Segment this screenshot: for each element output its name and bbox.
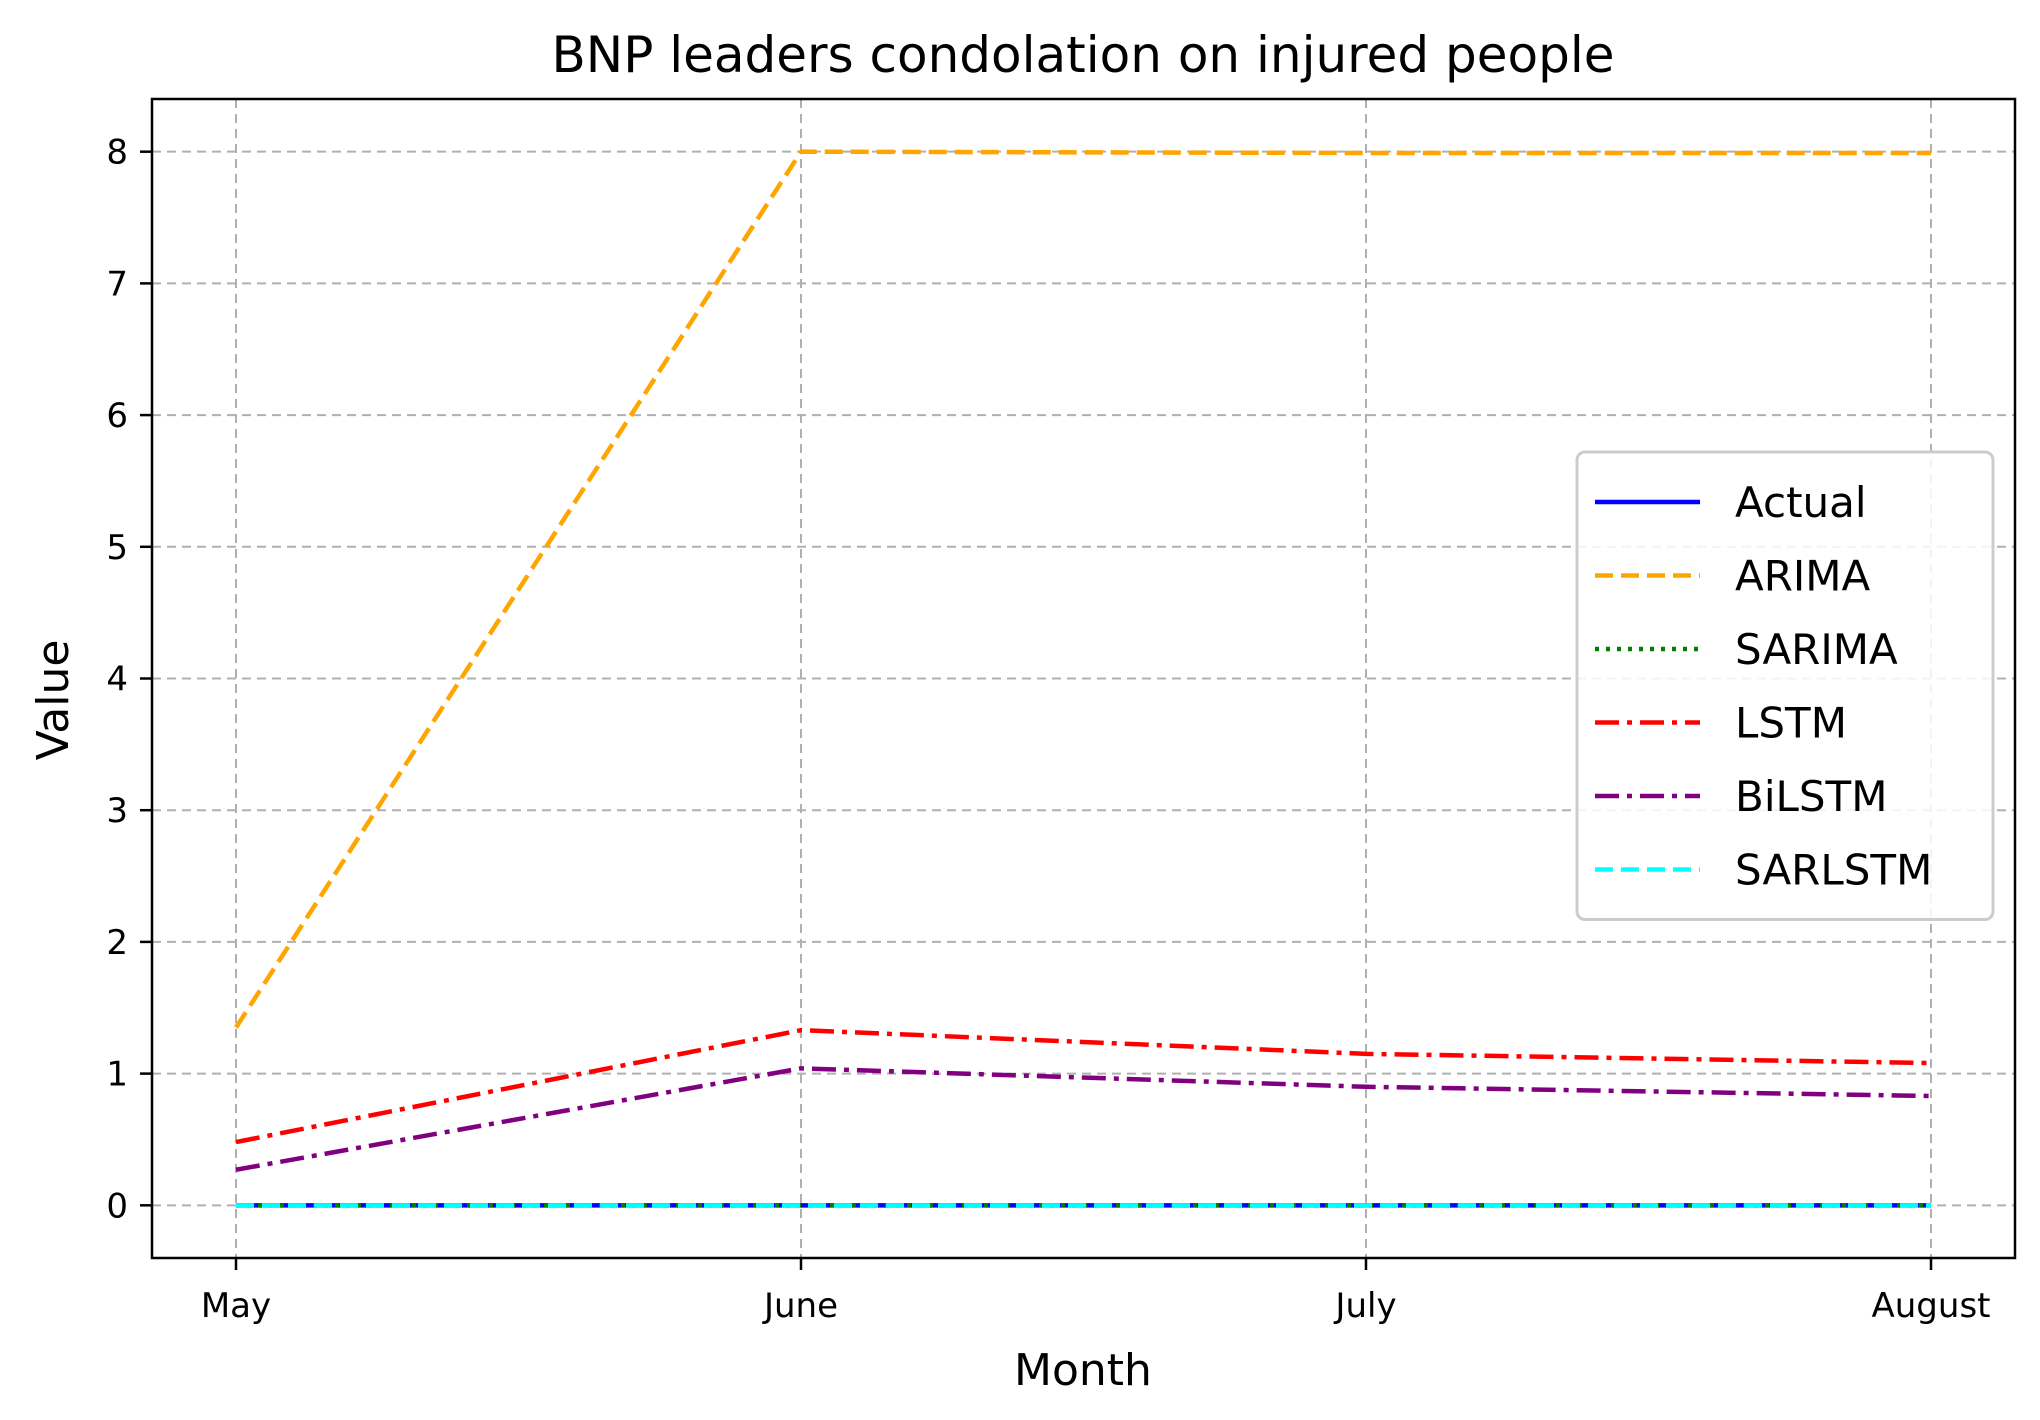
series-line-lstm (235, 1027, 1932, 1145)
series-line-bilstm (235, 1066, 1932, 1172)
axis-ticks: May June July August 0 1 2 3 4 5 6 7 8 (106, 133, 1990, 1326)
chart-title: BNP leaders condolation on injured peopl… (551, 26, 1614, 84)
y-tick-label: 3 (106, 791, 128, 831)
y-tick-label: 4 (106, 660, 128, 700)
y-tick-label: 5 (106, 528, 128, 568)
y-tick-label: 7 (106, 264, 128, 304)
x-tick-label: June (762, 1286, 838, 1326)
y-tick-label: 8 (106, 133, 128, 173)
y-tick-label: 2 (106, 923, 128, 963)
legend: Actual ARIMA SARIMA LSTM BiLSTM SARLSTM (1575, 450, 1995, 921)
x-axis-label: Month (1014, 1345, 1152, 1396)
series-line-arima (234, 149, 1931, 1029)
legend-label: BiLSTM (1735, 772, 1887, 821)
y-tick-label: 0 (106, 1186, 128, 1226)
x-tick-label: August (1872, 1286, 1991, 1326)
series-lines (234, 149, 1932, 1208)
y-tick-label: 6 (106, 396, 128, 436)
legend-box (1575, 450, 1995, 921)
legend-label: SARIMA (1735, 625, 1898, 674)
y-tick-label: 1 (106, 1055, 128, 1095)
legend-label: LSTM (1735, 699, 1847, 748)
y-axis-label: Value (28, 640, 79, 761)
legend-label: SARLSTM (1735, 846, 1932, 895)
x-tick-label: July (1333, 1286, 1396, 1326)
x-tick-label: May (201, 1286, 271, 1326)
legend-label: Actual (1735, 478, 1867, 527)
legend-label: ARIMA (1735, 552, 1871, 601)
